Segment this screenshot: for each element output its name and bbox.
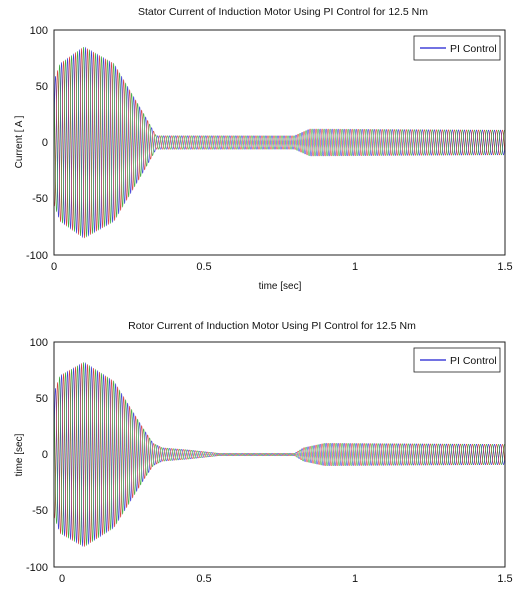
legend-label: PI Control [450, 355, 497, 367]
y-tick-label: -100 [26, 562, 48, 574]
phase-trace-1 [53, 362, 506, 548]
stator-current-chart: Stator Current of Induction Motor Using … [14, 6, 513, 292]
phase-trace-3 [53, 362, 506, 547]
plot-area-frame [53, 341, 506, 568]
legend-label: PI Control [450, 43, 497, 55]
y-tick-label: 50 [36, 81, 48, 93]
phase-trace-1 [53, 46, 506, 239]
y-tick-labels: 100 50 0 -50 -100 [26, 337, 48, 574]
y-axis-label: Current [ A ] [14, 115, 25, 168]
x-tick-label: 1 [352, 573, 358, 585]
legend: PI Control [413, 347, 501, 373]
x-tick-label: 1.5 [497, 261, 512, 273]
plot-traces [53, 362, 506, 548]
y-tick-label: -50 [32, 505, 48, 517]
plot-area-frame [53, 29, 506, 256]
x-tick-label: 1.5 [497, 573, 512, 585]
phase-trace-2 [53, 362, 506, 547]
rotor-current-chart: Rotor Current of Induction Motor Using P… [14, 320, 513, 585]
y-tick-label: 0 [42, 137, 48, 149]
y-axis-label: time [sec] [14, 433, 25, 476]
y-tick-label: 100 [30, 337, 48, 349]
x-tick-label: 0 [59, 573, 65, 585]
x-tick-label: 0.5 [196, 261, 211, 273]
phase-trace-2 [53, 47, 506, 239]
chart-title: Rotor Current of Induction Motor Using P… [128, 320, 416, 332]
y-tick-label: -50 [32, 193, 48, 205]
x-tick-labels: 0 0.5 1 1.5 [59, 573, 513, 585]
x-tick-label: 0.5 [196, 573, 211, 585]
x-tick-labels: 0 0.5 1 1.5 [51, 261, 513, 273]
plot-traces [53, 46, 506, 239]
chart-title: Stator Current of Induction Motor Using … [138, 6, 428, 18]
y-tick-label: 0 [42, 449, 48, 461]
phase-trace-3 [53, 46, 506, 238]
x-tick-label: 1 [352, 261, 358, 273]
x-axis-label: time [sec] [259, 281, 302, 292]
y-tick-label: 50 [36, 393, 48, 405]
legend: PI Control [413, 35, 501, 61]
y-tick-label: -100 [26, 250, 48, 262]
x-tick-label: 0 [51, 261, 57, 273]
y-tick-label: 100 [30, 25, 48, 37]
y-tick-labels: 100 50 0 -50 -100 [26, 25, 48, 262]
